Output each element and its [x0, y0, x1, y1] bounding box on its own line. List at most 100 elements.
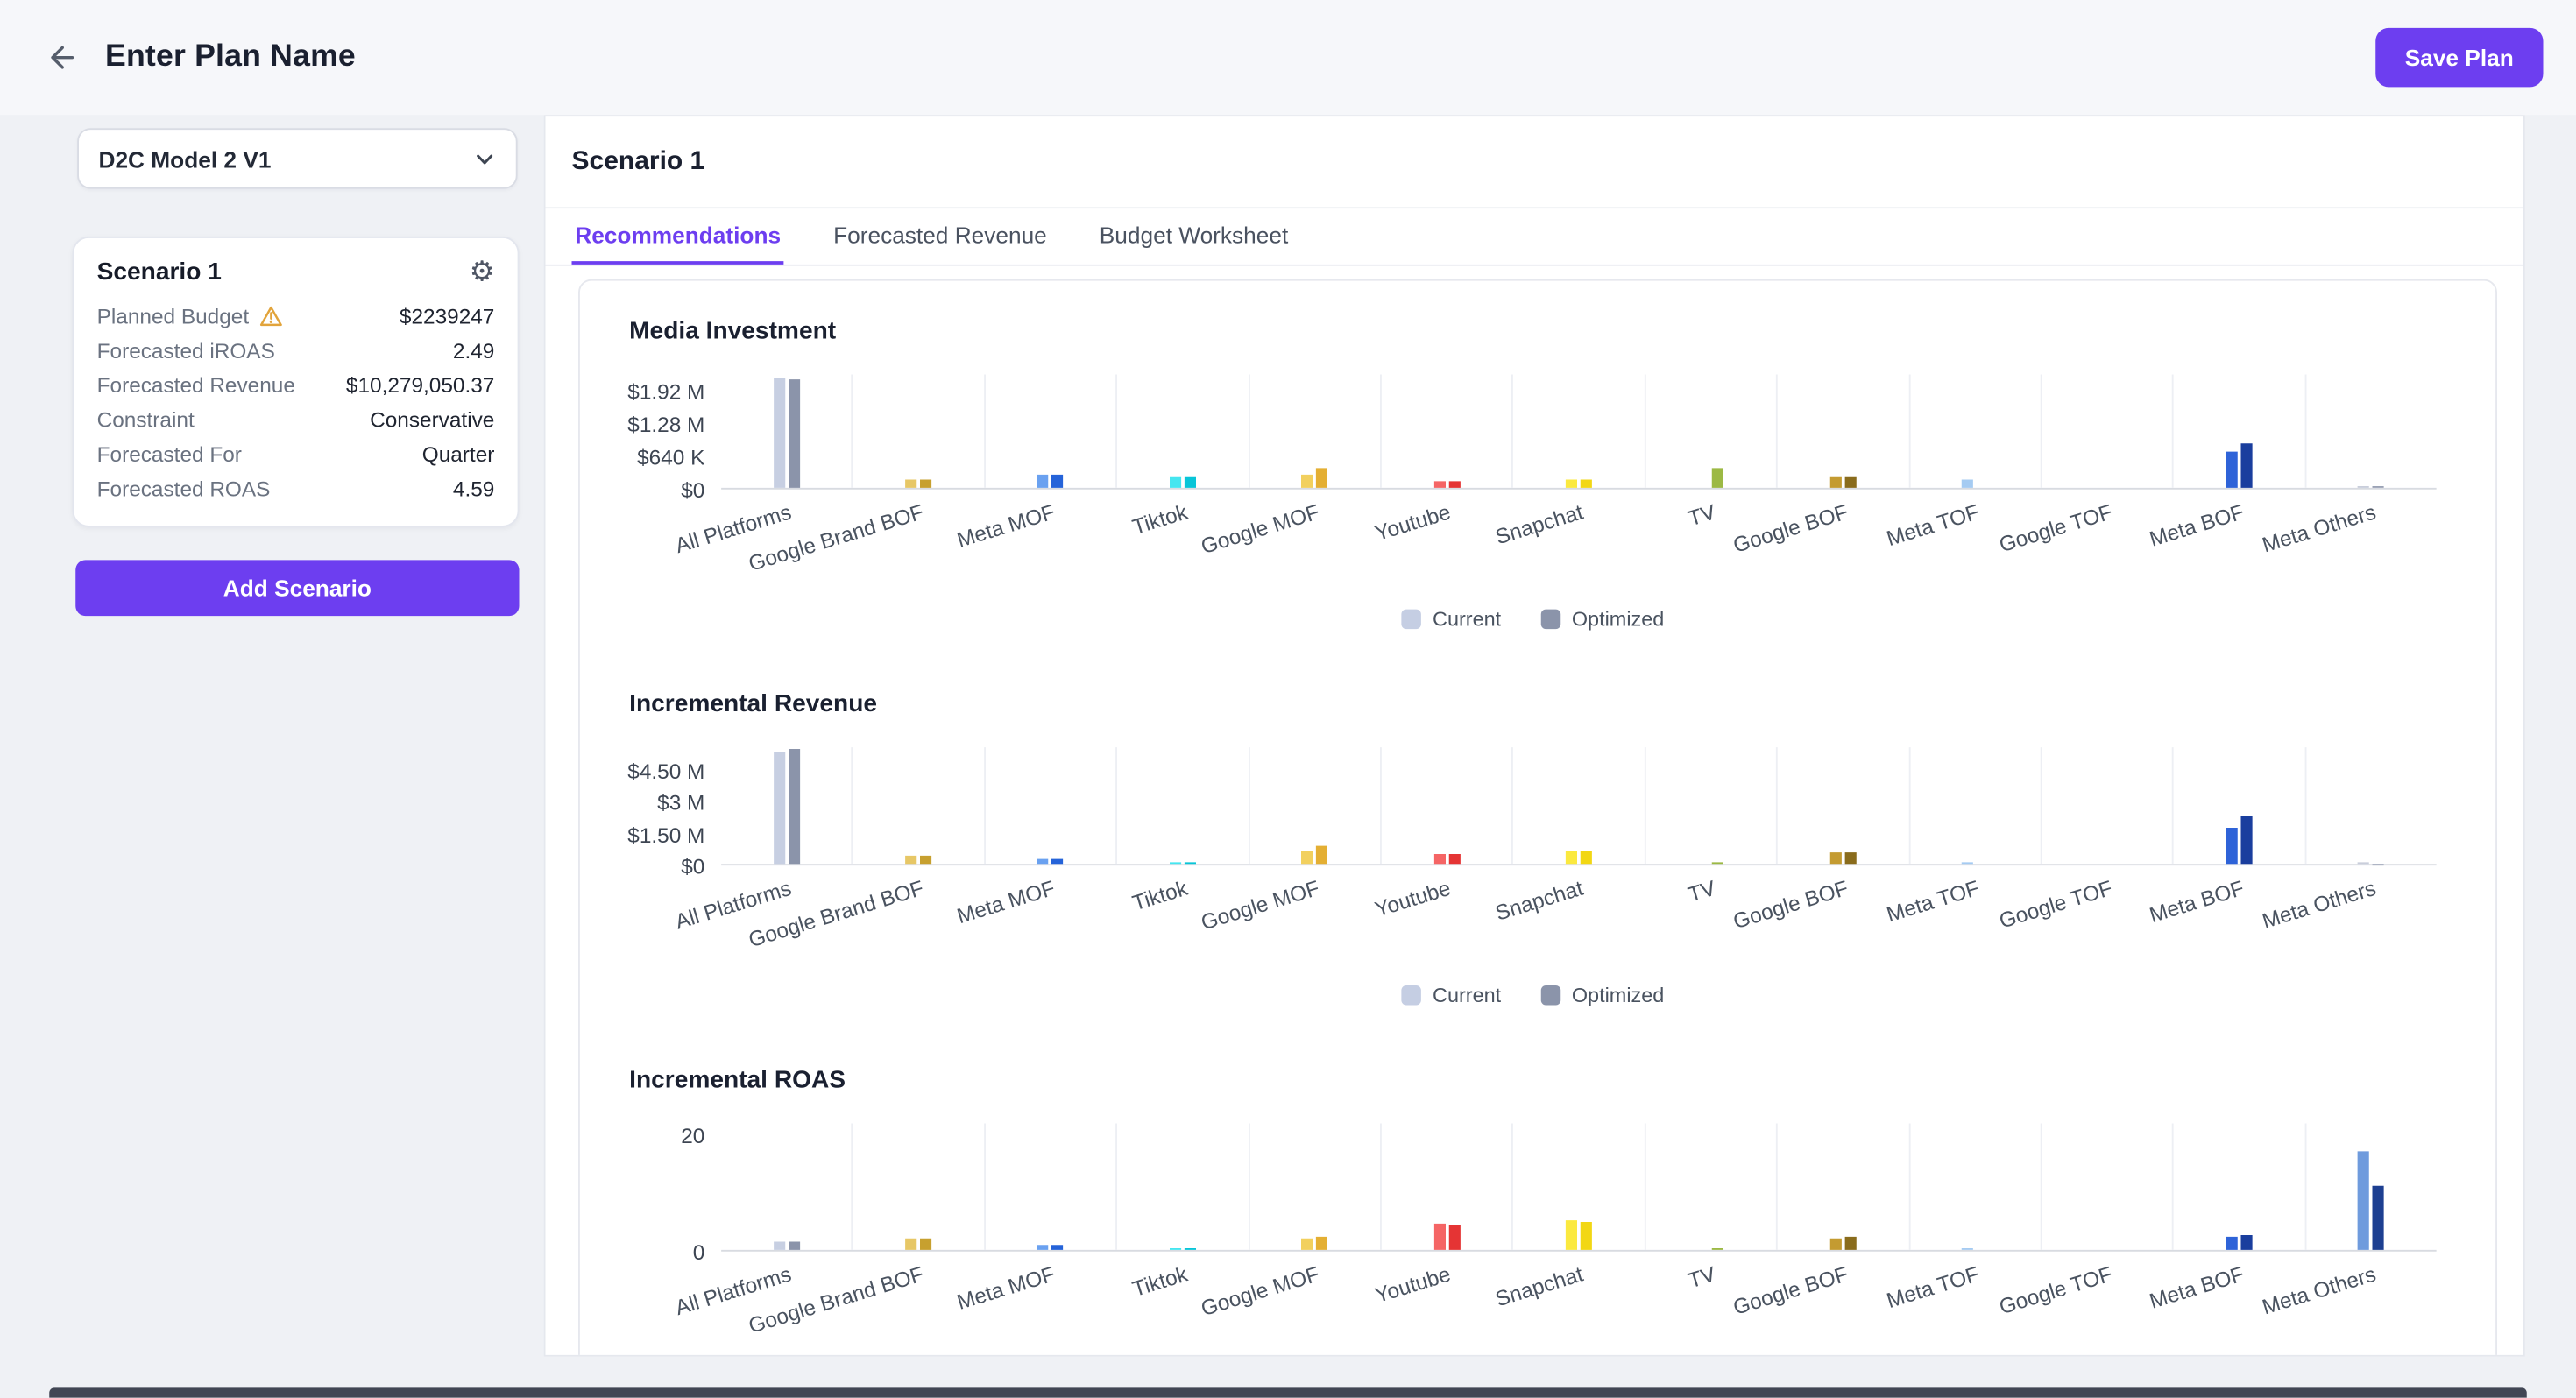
tab-forecasted-revenue[interactable]: Forecasted Revenue	[830, 208, 1050, 265]
bar-current	[1433, 1223, 1446, 1250]
row-label: Constraint	[96, 407, 195, 433]
chart-column: Google MOF	[1198, 374, 1380, 559]
row-label: Planned Budget	[96, 303, 250, 328]
legend-label-current: Current	[1433, 984, 1502, 1007]
chart-column: Google BOF	[1730, 374, 1908, 558]
chart-column: Meta TOF	[1884, 374, 2041, 551]
bar-optimized	[1844, 476, 1857, 488]
bar-current	[2226, 450, 2238, 488]
bar-optimized	[1712, 1248, 1724, 1250]
bar-current	[773, 377, 785, 488]
bar-optimized	[1448, 480, 1461, 488]
row-value: $2239247	[399, 303, 495, 328]
y-axis-tick: $0	[681, 854, 705, 879]
chart-column: Google BOF	[1730, 747, 1908, 934]
bar-current	[1565, 479, 1578, 488]
bar-optimized	[2373, 1185, 2385, 1250]
chart-column: Google Brand BOF	[745, 1123, 984, 1338]
legend-item-current: Current	[1401, 608, 1501, 631]
chart-column: Meta MOF	[954, 1123, 1116, 1315]
legend-swatch-optimized	[1540, 609, 1560, 630]
chart-column: Youtube	[1372, 747, 1512, 921]
bar-optimized	[1580, 1221, 1592, 1250]
chart-column: Google Brand BOF	[745, 747, 984, 952]
bar-optimized	[1448, 1225, 1461, 1250]
row-value: Conservative	[370, 407, 495, 433]
bar-optimized	[1844, 852, 1857, 865]
row-value: 4.59	[452, 476, 495, 501]
bar-current	[1169, 476, 1181, 488]
plot-area: All Platforms Google Brand BOF Meta MOF Tik…	[672, 747, 2437, 952]
bar-optimized	[1580, 479, 1592, 488]
legend-swatch-current	[1401, 985, 1421, 1006]
chart-column: Google MOF	[1198, 747, 1380, 935]
bar-current	[2226, 828, 2238, 865]
chart-column: Meta BOF	[2146, 374, 2304, 551]
chart-column: Meta MOF	[954, 747, 1116, 928]
legend-item-optimized: Optimized	[1540, 984, 1664, 1006]
legend-label-current: Current	[1433, 607, 1502, 631]
scenario-card-title: Scenario 1	[96, 258, 222, 286]
bar-optimized	[1712, 468, 1724, 488]
chart-title: Incremental ROAS	[629, 1065, 846, 1094]
bar-current	[2358, 486, 2370, 488]
chart-column: TV	[1644, 1123, 1776, 1293]
back-button[interactable]	[33, 30, 89, 86]
model-select-value: D2C Model 2 V1	[98, 145, 272, 172]
y-axis: $0 $640 K $1.28 M $1.92 M	[627, 375, 721, 503]
bar-optimized	[1580, 851, 1592, 865]
chart-column: Google Brand BOF	[745, 374, 984, 576]
legend-swatch-current	[1401, 609, 1421, 630]
bar-current	[1433, 853, 1446, 865]
chart-column: Google TOF	[1995, 1123, 2173, 1319]
bar-current	[1037, 1244, 1050, 1250]
chart-title: Media Investment	[629, 316, 837, 345]
chart-column: Tiktok	[1115, 1123, 1248, 1302]
add-scenario-button[interactable]: Add Scenario	[75, 560, 520, 617]
bar-optimized	[1316, 845, 1328, 865]
bar-optimized	[920, 1237, 932, 1250]
chevron-down-icon	[473, 147, 496, 170]
plot-area: All Platforms Google Brand BOF Meta MOF Tik…	[672, 1123, 2437, 1338]
scenario-card[interactable]: Scenario 1 ⚙ Planned Budget $2239247 For…	[72, 237, 520, 527]
top-bar: Enter Plan Name Save Plan	[0, 0, 2576, 116]
bar-optimized	[1316, 1237, 1328, 1250]
bar-optimized	[1051, 1245, 1065, 1250]
gear-icon[interactable]: ⚙	[469, 256, 495, 288]
bar-optimized	[920, 855, 932, 865]
bar-optimized	[920, 479, 932, 488]
bar-current	[2358, 862, 2370, 865]
scenario-row-forecasted-revenue: Forecasted Revenue $10,279,050.37	[97, 368, 495, 402]
save-plan-button[interactable]: Save Plan	[2374, 27, 2544, 88]
legend-swatch-optimized	[1540, 985, 1560, 1006]
model-select[interactable]: D2C Model 2 V1	[77, 128, 518, 189]
bar-current	[1962, 479, 1974, 488]
tab-budget-worksheet[interactable]: Budget Worksheet	[1096, 208, 1292, 265]
bar-optimized	[2240, 1235, 2253, 1250]
row-label: Forecasted iROAS	[96, 338, 275, 364]
y-axis-tick: $1.92 M	[627, 379, 705, 405]
bar-optimized	[788, 378, 800, 488]
bar-current	[1962, 862, 1974, 865]
bar-optimized	[1051, 858, 1065, 865]
scenario-row-forecasted-roas: Forecasted ROAS 4.59	[97, 471, 495, 505]
bar-current	[1829, 476, 1842, 488]
chart-column: Snapchat	[1492, 1123, 1645, 1311]
tab-recommendations[interactable]: Recommendations	[571, 208, 784, 265]
chart-column: Meta Others	[2259, 747, 2437, 933]
chart-legend: Current Optimized	[629, 984, 2437, 1006]
bar-optimized	[2373, 486, 2385, 488]
legend-item-optimized: Optimized	[1540, 608, 1664, 631]
chart-column: Meta BOF	[2146, 747, 2304, 928]
y-axis-tick: $640 K	[637, 445, 705, 470]
chart-column: Google TOF	[1995, 747, 2173, 933]
bar-optimized	[1184, 862, 1196, 865]
chart-column: All Platforms	[672, 375, 852, 558]
arrow-left-icon	[45, 41, 78, 74]
scenario-row-forecasted-iroas: Forecasted iROAS 2.49	[97, 334, 495, 368]
bar-optimized	[1184, 477, 1196, 488]
row-value: Quarter	[421, 441, 495, 467]
bar-current	[905, 480, 917, 488]
chart-column: Google MOF	[1198, 1123, 1380, 1321]
charts-panel: Media Investment $0 $640 K $1.28 M $1.92 M …	[578, 279, 2497, 1355]
